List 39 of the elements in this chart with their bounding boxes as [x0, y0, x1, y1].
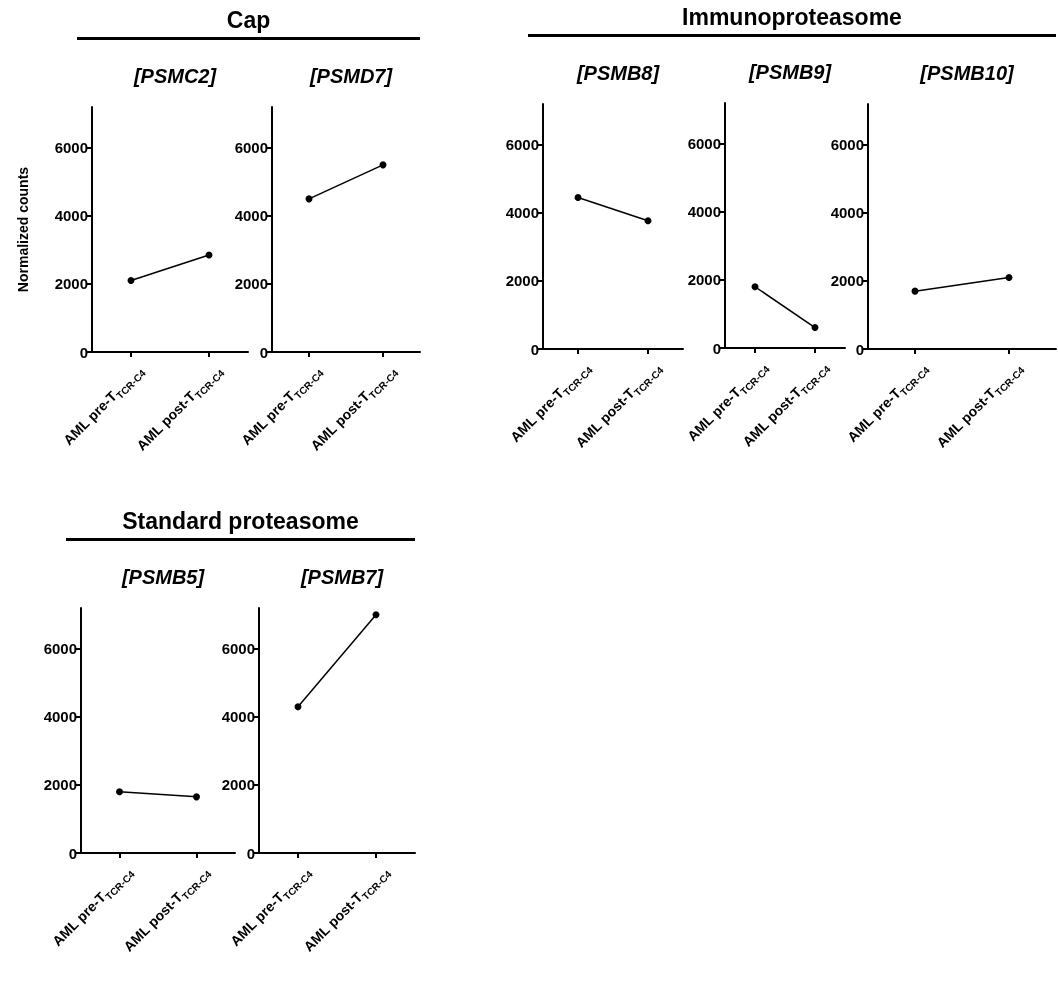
- y-tick-label: 0: [712, 339, 721, 357]
- y-tick-label: 6000: [505, 136, 539, 154]
- y-tick-label: 2000: [234, 275, 268, 293]
- y-tick-label: 4000: [830, 204, 864, 222]
- y-tick-label: 0: [259, 343, 268, 361]
- y-tick-label: 4000: [54, 207, 88, 225]
- y-tick-label: 0: [246, 844, 255, 862]
- chart-title: [PSMB8]: [575, 62, 661, 84]
- y-axis-title: Normalized counts: [15, 166, 31, 293]
- chart-title: [PSMB7]: [299, 566, 385, 588]
- y-tick-label: 4000: [234, 207, 268, 225]
- y-tick-label: 2000: [54, 275, 88, 293]
- y-tick-label: 0: [530, 340, 539, 358]
- y-tick-label: 0: [79, 343, 88, 361]
- y-tick-label: 6000: [234, 139, 268, 157]
- y-tick-label: 6000: [54, 139, 88, 157]
- y-tick-label: 2000: [687, 271, 721, 289]
- y-tick-label: 4000: [43, 708, 77, 726]
- text: Immunoproteasome: [528, 4, 1056, 37]
- y-tick-label: 0: [855, 340, 864, 358]
- y-tick-label: 0: [68, 844, 77, 862]
- y-tick-label: 2000: [43, 776, 77, 794]
- y-tick-label: 4000: [505, 204, 539, 222]
- y-tick-label: 6000: [221, 640, 255, 658]
- chart-title: [PSMB9]: [747, 61, 833, 83]
- y-tick-label: 6000: [687, 135, 721, 153]
- y-tick-label: 2000: [505, 272, 539, 290]
- y-tick-label: 6000: [43, 640, 77, 658]
- chart-title: [PSMB5]: [120, 566, 206, 588]
- y-tick-label: 4000: [221, 708, 255, 726]
- y-tick-label: 4000: [687, 203, 721, 221]
- y-tick-label: 6000: [830, 136, 864, 154]
- chart-title: [PSMD7]: [308, 65, 394, 87]
- chart-title: [PSMB10]: [919, 62, 1016, 84]
- chart-title: [PSMC2]: [132, 65, 218, 87]
- y-tick-label: 2000: [830, 272, 864, 290]
- text: Cap: [77, 7, 420, 40]
- y-tick-label: 2000: [221, 776, 255, 794]
- text: Standard proteasome: [66, 508, 415, 541]
